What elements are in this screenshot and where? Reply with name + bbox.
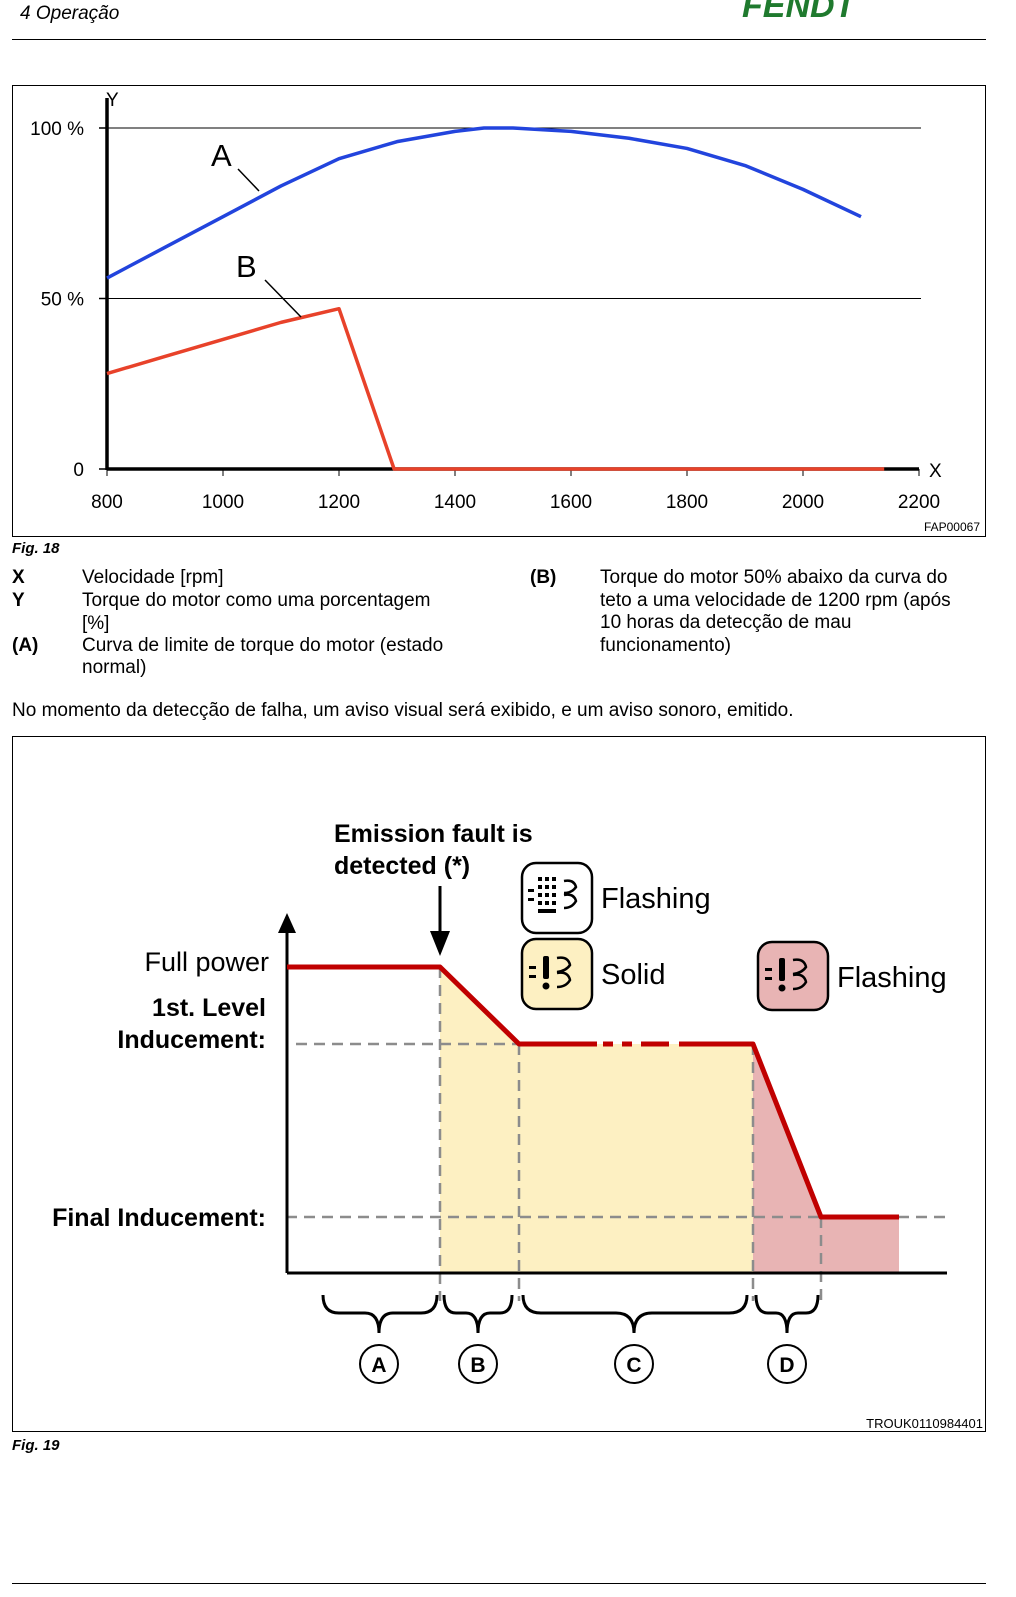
- curve-b-label: B: [236, 249, 257, 284]
- y-tick-label-100: 100 %: [30, 119, 84, 140]
- legend-key-b: (B): [530, 567, 557, 588]
- fendt-logo: FENDT: [742, 0, 859, 20]
- emission-warning-icon-solid: [520, 937, 594, 1011]
- y-tick-label-50: 50 %: [41, 290, 84, 311]
- reference-lines: [286, 967, 951, 1301]
- legend-text-b-1: Torque do motor 50% abaixo da curva do: [600, 567, 948, 588]
- icon3-state-label: Flashing: [837, 962, 947, 994]
- svg-text:D: D: [779, 1354, 794, 1377]
- series-line-b: [106, 306, 885, 471]
- legend-key-x: X: [12, 567, 25, 588]
- svg-text:C: C: [626, 1354, 641, 1377]
- zone-d: [753, 1044, 899, 1273]
- final-inducement-label: Final Inducement:: [52, 1204, 266, 1232]
- legend-text-b-2: teto a uma velocidade de 1200 rpm (após: [600, 590, 951, 611]
- figure-19-box: Full power 1st. Level Inducement: Final …: [12, 736, 986, 1432]
- phase-braces: [321, 1294, 820, 1334]
- curve-b-pointer: [264, 279, 302, 318]
- x-tick-label-1000: 1000: [202, 492, 244, 513]
- curve-a-label: A: [211, 138, 232, 173]
- brace-b: [442, 1294, 514, 1334]
- fault-arrow-head: [430, 931, 450, 956]
- y-tick-label-0: 0: [73, 460, 84, 481]
- body-paragraph: No momento da detecção de falha, um avis…: [12, 700, 794, 721]
- emission-warning-icon-flashing: [520, 861, 594, 935]
- chart-series: [106, 126, 885, 471]
- phase-c-marker: C: [614, 1344, 654, 1384]
- zone-b: [440, 967, 519, 1273]
- full-power-label: Full power: [144, 947, 269, 977]
- icon1-state-label: Flashing: [601, 883, 711, 915]
- first-level-label-1: 1st. Level: [152, 994, 266, 1022]
- x-tick-label-2200: 2200: [898, 492, 940, 513]
- fault-label-2: detected (*): [334, 852, 470, 880]
- figure-19-ref: TROUK0110984401: [866, 1416, 983, 1431]
- brace-a: [321, 1294, 439, 1334]
- icon2-state-label: Solid: [601, 959, 666, 991]
- zone-c: [519, 1044, 753, 1273]
- power-axis-arrow: [278, 913, 296, 933]
- figure-19-caption: Fig. 19: [12, 1437, 60, 1454]
- x-tick-label-1800: 1800: [666, 492, 708, 513]
- x-tick-label-800: 800: [91, 492, 123, 513]
- page-header: 4 Operação FENDT: [0, 0, 1016, 42]
- legend-text-a-1: Curva de limite de torque do motor (esta…: [82, 635, 444, 656]
- x-tick-label-1600: 1600: [550, 492, 592, 513]
- emission-warning-icon-red: [756, 940, 830, 1012]
- legend-key-a: (A): [12, 635, 39, 656]
- x-axis-letter: X: [929, 461, 942, 482]
- torque-chart: 800 1000 1200 1400 1600 1800 2000 2200 0 50 % 100 …: [30, 90, 980, 534]
- x-tick-label-1400: 1400: [434, 492, 476, 513]
- figure-18-ref: FAP00067: [924, 520, 980, 534]
- phase-a-marker: A: [359, 1344, 399, 1384]
- phase-d-marker: D: [767, 1344, 807, 1384]
- phase-b-marker: B: [458, 1344, 498, 1384]
- footer-rule: [12, 1583, 986, 1584]
- svg-text:B: B: [470, 1354, 485, 1377]
- chart-tick-labels: 800 1000 1200 1400 1600 1800 2000 2200 0 50 % 100 …: [30, 119, 940, 513]
- svg-text:FENDT: FENDT: [742, 0, 859, 20]
- header-rule: [12, 39, 986, 40]
- brace-c: [521, 1294, 749, 1334]
- figure-18-caption: Fig. 18: [12, 540, 60, 557]
- legend-text-b-4: funcionamento): [600, 635, 731, 656]
- legend-text-a-2: normal): [82, 657, 147, 678]
- x-tick-label-1200: 1200: [318, 492, 360, 513]
- legend-text-y-2: [%]: [82, 613, 110, 634]
- brace-d: [754, 1294, 820, 1334]
- legend-text-b-3: 10 horas da detecção de mau: [600, 612, 852, 633]
- legend-key-y: Y: [12, 590, 25, 611]
- inducement-diagram: Full power 1st. Level Inducement: Final …: [52, 820, 983, 1431]
- series-line-a: [106, 126, 862, 280]
- power-curve: [287, 964, 899, 1220]
- first-level-label-2: Inducement:: [117, 1026, 266, 1054]
- figure-18-box: 800 1000 1200 1400 1600 1800 2000 2200 0 50 % 100 …: [12, 85, 986, 537]
- fault-label-1: Emission fault is: [334, 820, 533, 848]
- svg-text:A: A: [371, 1354, 386, 1377]
- section-title: 4 Operação: [20, 3, 120, 24]
- x-tick-label-2000: 2000: [782, 492, 824, 513]
- legend-text-x: Velocidade [rpm]: [82, 567, 224, 588]
- y-axis-letter: Y: [106, 90, 119, 111]
- legend-text-y-1: Torque do motor como uma porcentagem: [82, 590, 431, 611]
- curve-a-pointer: [237, 168, 260, 192]
